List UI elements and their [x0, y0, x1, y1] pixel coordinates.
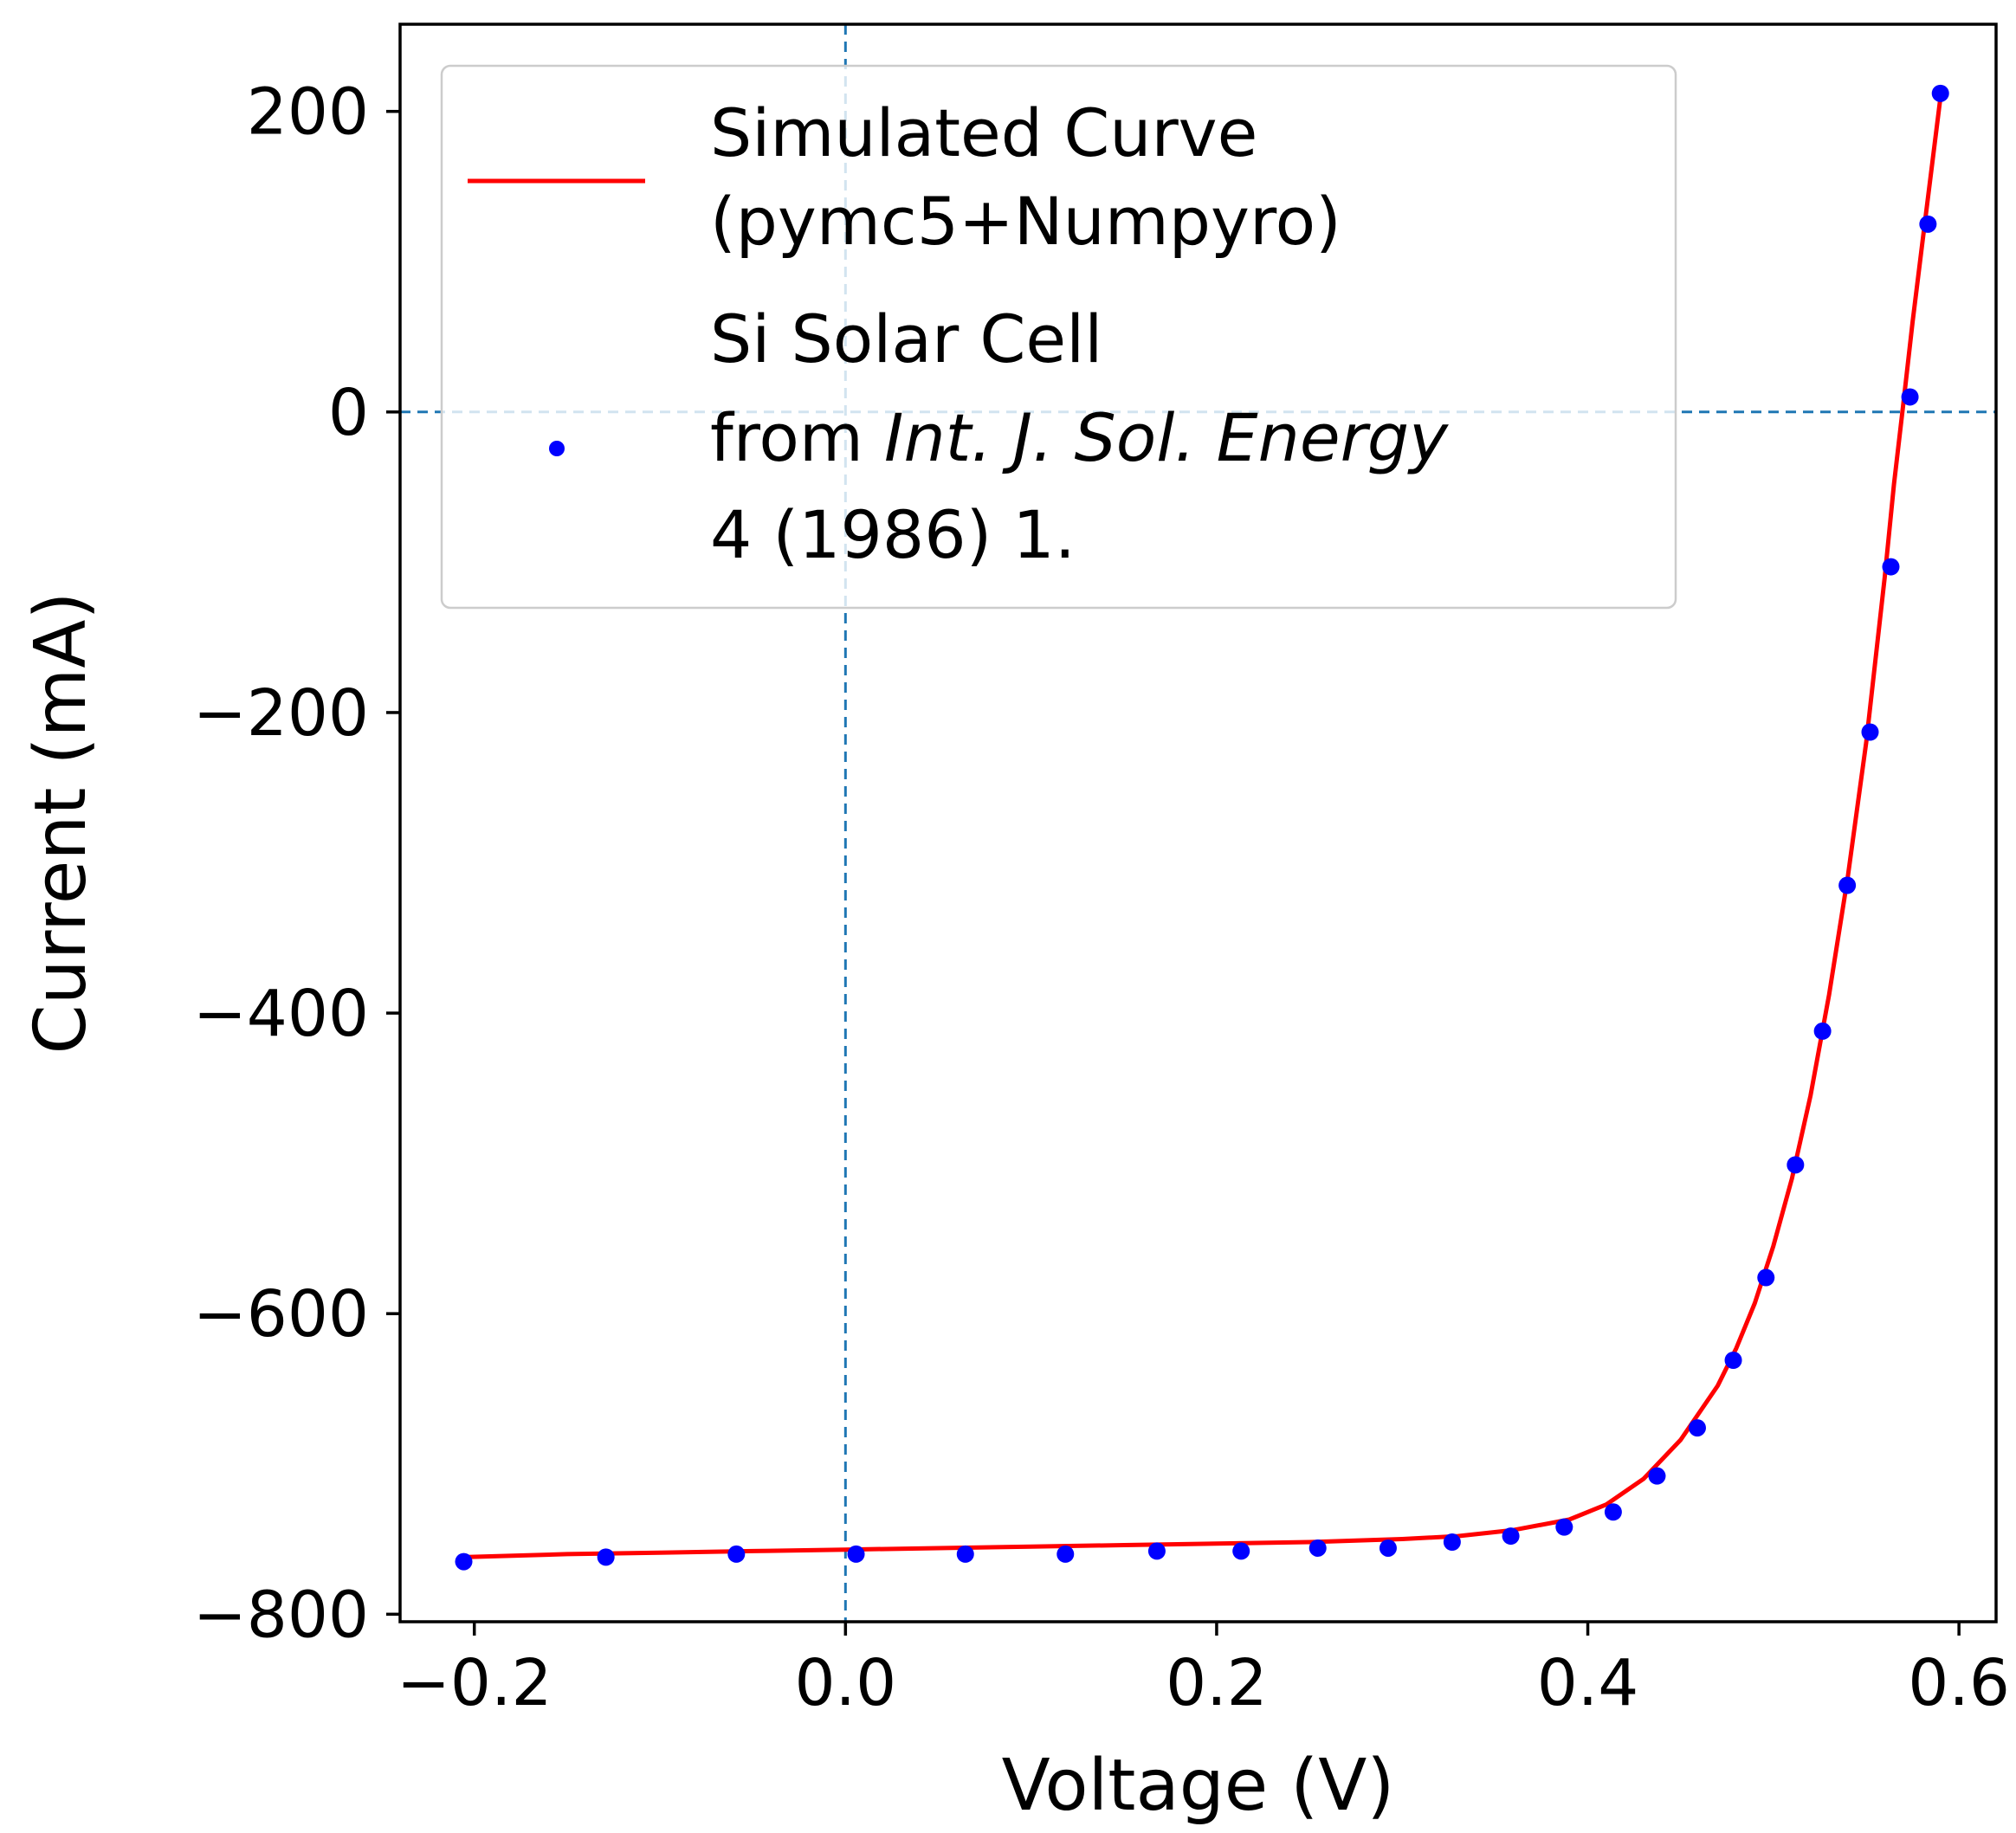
y-tick-label: −800 [193, 1578, 369, 1652]
data-point [1882, 558, 1900, 576]
y-axis-ticks: 200 0 −200 −400 −600 −800 [193, 75, 400, 1652]
legend: Simulated Curve (pymc5+Numpyro) Si Solar… [440, 64, 1677, 610]
x-axis-title: Voltage (V) [1002, 1745, 1395, 1827]
data-point [1147, 1542, 1166, 1560]
data-point [1379, 1539, 1397, 1557]
data-point [1787, 1156, 1805, 1174]
legend-label-data-line-1: Si Solar Cell [710, 300, 1102, 378]
legend-label-simulated-line-1: Simulated Curve [710, 94, 1257, 171]
data-point [1724, 1351, 1742, 1369]
data-point [956, 1545, 974, 1563]
data-point [1813, 1022, 1832, 1040]
plot-frame [398, 23, 1998, 1623]
y-axis-title: Current (mA) [20, 591, 102, 1054]
x-tick-label: −0.2 [397, 1646, 552, 1720]
x-axis-ticks: −0.2 0.0 0.2 0.4 0.6 [397, 1622, 2010, 1720]
data-points-layer [455, 84, 1949, 1571]
y-tick-label: −600 [193, 1277, 369, 1352]
legend-label-data-journal: Int. J. Sol. Energy [884, 399, 1449, 476]
data-point [1931, 84, 1949, 102]
legend-dot-marker [549, 441, 565, 456]
simulated-curve-layer [463, 95, 1943, 1559]
legend-label-data-line-3: 4 (1986) 1. [710, 496, 1076, 573]
legend-label-data-from: from [710, 399, 884, 476]
simulated-curve-line [463, 95, 1943, 1559]
y-tick-label: −400 [193, 977, 369, 1051]
legend-label-simulated-line-2: (pymc5+Numpyro) [710, 183, 1341, 260]
data-point [1688, 1419, 1706, 1437]
data-point [847, 1545, 865, 1563]
y-tick-label: 200 [247, 75, 369, 150]
data-point [1056, 1545, 1075, 1563]
data-point [1901, 388, 1919, 406]
x-tick-label: 0.2 [1166, 1646, 1268, 1720]
data-point [1838, 876, 1857, 894]
y-tick-label: 0 [328, 376, 369, 450]
data-point [1648, 1467, 1666, 1485]
data-point [455, 1552, 473, 1571]
legend-box [440, 64, 1677, 610]
data-point [1232, 1542, 1250, 1560]
y-tick-label: −200 [193, 676, 369, 751]
data-point [1604, 1503, 1622, 1521]
data-point [1443, 1533, 1461, 1552]
legend-label-data-line-2: from Int. J. Sol. Energy [710, 399, 1449, 476]
data-point [1308, 1539, 1327, 1557]
data-point [1919, 215, 1937, 233]
x-tick-label: 0.4 [1537, 1646, 1639, 1720]
data-point [1757, 1268, 1775, 1287]
data-point [727, 1545, 746, 1563]
data-point [1861, 723, 1879, 741]
x-tick-label: 0.6 [1908, 1646, 2010, 1720]
data-point [597, 1548, 615, 1566]
data-point [1555, 1518, 1573, 1536]
data-point [1502, 1527, 1520, 1546]
x-tick-label: 0.0 [794, 1646, 896, 1720]
